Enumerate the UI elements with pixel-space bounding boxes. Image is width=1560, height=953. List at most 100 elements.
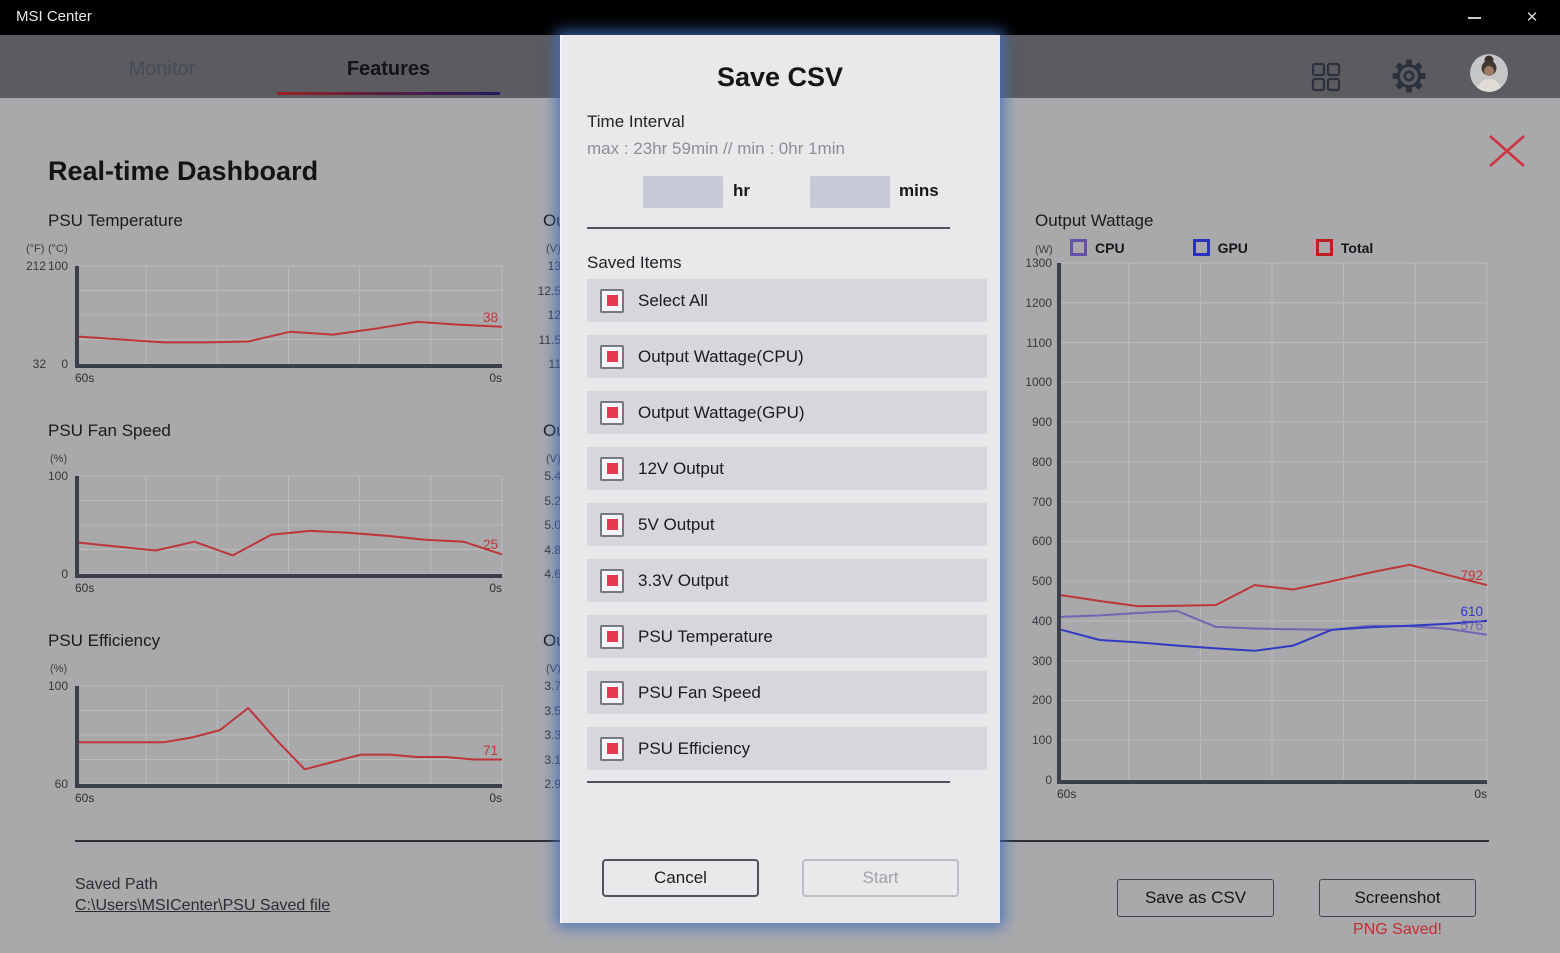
- minimize-icon: [1467, 16, 1481, 19]
- y-axis-unit: (°F): [26, 243, 45, 255]
- x-axis-tick: 60s: [75, 371, 95, 385]
- y-axis-unit: (V): [546, 453, 561, 465]
- saved-item-row[interactable]: PSU Temperature: [587, 615, 987, 658]
- y-axis-tick: 200: [1031, 693, 1052, 708]
- saved-item-row[interactable]: 3.3V Output: [587, 559, 987, 602]
- saved-item-label: 3.3V Output: [638, 570, 729, 590]
- y-axis-unit: (%): [50, 453, 68, 465]
- y-axis-tick: 600: [1031, 534, 1052, 549]
- legend-marker-icon: [1315, 239, 1333, 256]
- saved-item-row[interactable]: 5V Output: [587, 503, 987, 546]
- y-axis-tick: 1100: [1026, 335, 1052, 350]
- x-axis-tick: 0s: [489, 581, 502, 595]
- start-button[interactable]: Start: [802, 859, 959, 897]
- y-axis-tick: 2.9: [544, 777, 561, 791]
- chart-plot: [1057, 262, 1488, 784]
- legend-item: GPU: [1192, 239, 1248, 256]
- checkbox-checked-mark: [606, 295, 618, 306]
- hours-unit-label: hr: [733, 181, 750, 200]
- save-as-csv-button[interactable]: Save as CSV: [1117, 879, 1274, 917]
- saved-item-row[interactable]: Output Wattage(GPU): [587, 391, 987, 434]
- x-axis-tick: 60s: [75, 791, 95, 805]
- legend-label: GPU: [1217, 239, 1248, 256]
- checkbox[interactable]: [600, 568, 624, 593]
- x-axis-tick: 60s: [1057, 787, 1077, 801]
- saved-item-label: 12V Output: [638, 458, 725, 478]
- y-axis-tick: 100: [1031, 733, 1052, 748]
- saved-item-row[interactable]: PSU Efficiency: [587, 727, 987, 770]
- y-axis-tick: 12.5: [537, 283, 561, 298]
- y-axis-tick: 800: [1031, 454, 1052, 469]
- dashboard-close-icon[interactable]: [1488, 134, 1526, 168]
- checkbox[interactable]: [600, 344, 624, 369]
- checkbox[interactable]: [600, 288, 624, 313]
- user-avatar[interactable]: [1470, 54, 1508, 92]
- close-button[interactable]: ✕: [1510, 0, 1554, 35]
- saved-path-link[interactable]: C:\Users\MSICenter\PSU Saved file: [75, 897, 331, 914]
- hours-input[interactable]: [643, 176, 723, 208]
- modal-title: Save CSV: [716, 62, 844, 92]
- chart-plot: [75, 475, 503, 578]
- y-axis-tick: 0: [1045, 773, 1052, 787]
- checkbox-checked-mark: [606, 407, 618, 418]
- saved-item-label: Output Wattage(CPU): [638, 346, 804, 366]
- checkbox[interactable]: [600, 400, 624, 425]
- settings-gear-icon[interactable]: [1391, 58, 1427, 99]
- screenshot-button[interactable]: Screenshot: [1319, 879, 1476, 917]
- y-axis-tick: 3.3: [544, 728, 561, 742]
- y-axis-tick: 400: [1031, 613, 1052, 628]
- chart-title: PSU Fan Speed: [48, 421, 171, 440]
- save-csv-modal: Save CSV Time Interval max : 23hr 59min …: [560, 35, 1000, 923]
- tab-features[interactable]: Features: [346, 58, 431, 80]
- legend-item: Total: [1315, 239, 1374, 256]
- checkbox[interactable]: [600, 736, 624, 761]
- saved-item-label: Output Wattage(GPU): [638, 402, 805, 422]
- legend-marker-icon: [1192, 239, 1210, 256]
- saved-item-row[interactable]: Output Wattage(CPU): [587, 335, 987, 378]
- saved-items-list: Select All Output Wattage(CPU) Output Watt…: [587, 279, 987, 783]
- saved-item-label: PSU Temperature: [638, 626, 773, 646]
- chart-title: PSU Temperature: [48, 211, 183, 230]
- modal-separator-top: [587, 227, 950, 229]
- apps-grid-icon[interactable]: [1310, 61, 1342, 98]
- legend-label: CPU: [1095, 239, 1125, 256]
- y-axis-tick: 13: [547, 259, 561, 273]
- checkbox[interactable]: [600, 624, 624, 649]
- checkbox[interactable]: [600, 512, 624, 537]
- y-axis-tick: 900: [1031, 415, 1052, 430]
- minutes-input[interactable]: [810, 176, 890, 208]
- y-axis-tick: 100: [47, 679, 68, 693]
- cancel-button[interactable]: Cancel: [602, 859, 759, 897]
- y-axis-tick: 1000: [1025, 375, 1052, 390]
- checkbox-checked-mark: [606, 351, 618, 362]
- checkbox[interactable]: [600, 680, 624, 705]
- current-value-label: 71: [482, 742, 498, 758]
- legend-marker-icon: [1070, 239, 1087, 256]
- y-axis-tick: 11: [548, 357, 561, 371]
- y-axis-unit: (°C): [48, 243, 68, 255]
- checkbox-checked-mark: [606, 687, 618, 698]
- legend-label: Total: [1340, 239, 1374, 256]
- active-tab-underline: [277, 92, 500, 95]
- y-axis-tick: 100: [47, 469, 68, 483]
- tab-monitor[interactable]: Monitor: [128, 58, 196, 80]
- saved-items-label: Saved Items: [587, 253, 682, 272]
- window-title: MSI Center: [16, 8, 92, 25]
- current-value-label: 610: [1460, 603, 1483, 619]
- chart-title: PSU Efficiency: [48, 631, 161, 650]
- saved-item-row[interactable]: PSU Fan Speed: [587, 671, 987, 714]
- y-axis-tick: 3.1: [544, 752, 561, 767]
- checkbox[interactable]: [600, 456, 624, 481]
- current-value-label: 792: [1460, 568, 1483, 584]
- saved-item-row[interactable]: 12V Output: [587, 447, 987, 490]
- checkbox-checked-mark: [606, 463, 618, 474]
- checkbox-checked-mark: [606, 631, 618, 642]
- x-axis-tick: 0s: [489, 791, 502, 805]
- y-axis-tick: 60: [54, 777, 68, 791]
- minimize-button[interactable]: [1452, 0, 1496, 35]
- checkbox-checked-mark: [606, 575, 618, 586]
- y-axis-tick: 3.5: [544, 703, 561, 718]
- saved-item-row[interactable]: Select All: [587, 279, 987, 322]
- current-value-label: 38: [482, 309, 498, 325]
- saved-item-label: PSU Efficiency: [638, 738, 751, 758]
